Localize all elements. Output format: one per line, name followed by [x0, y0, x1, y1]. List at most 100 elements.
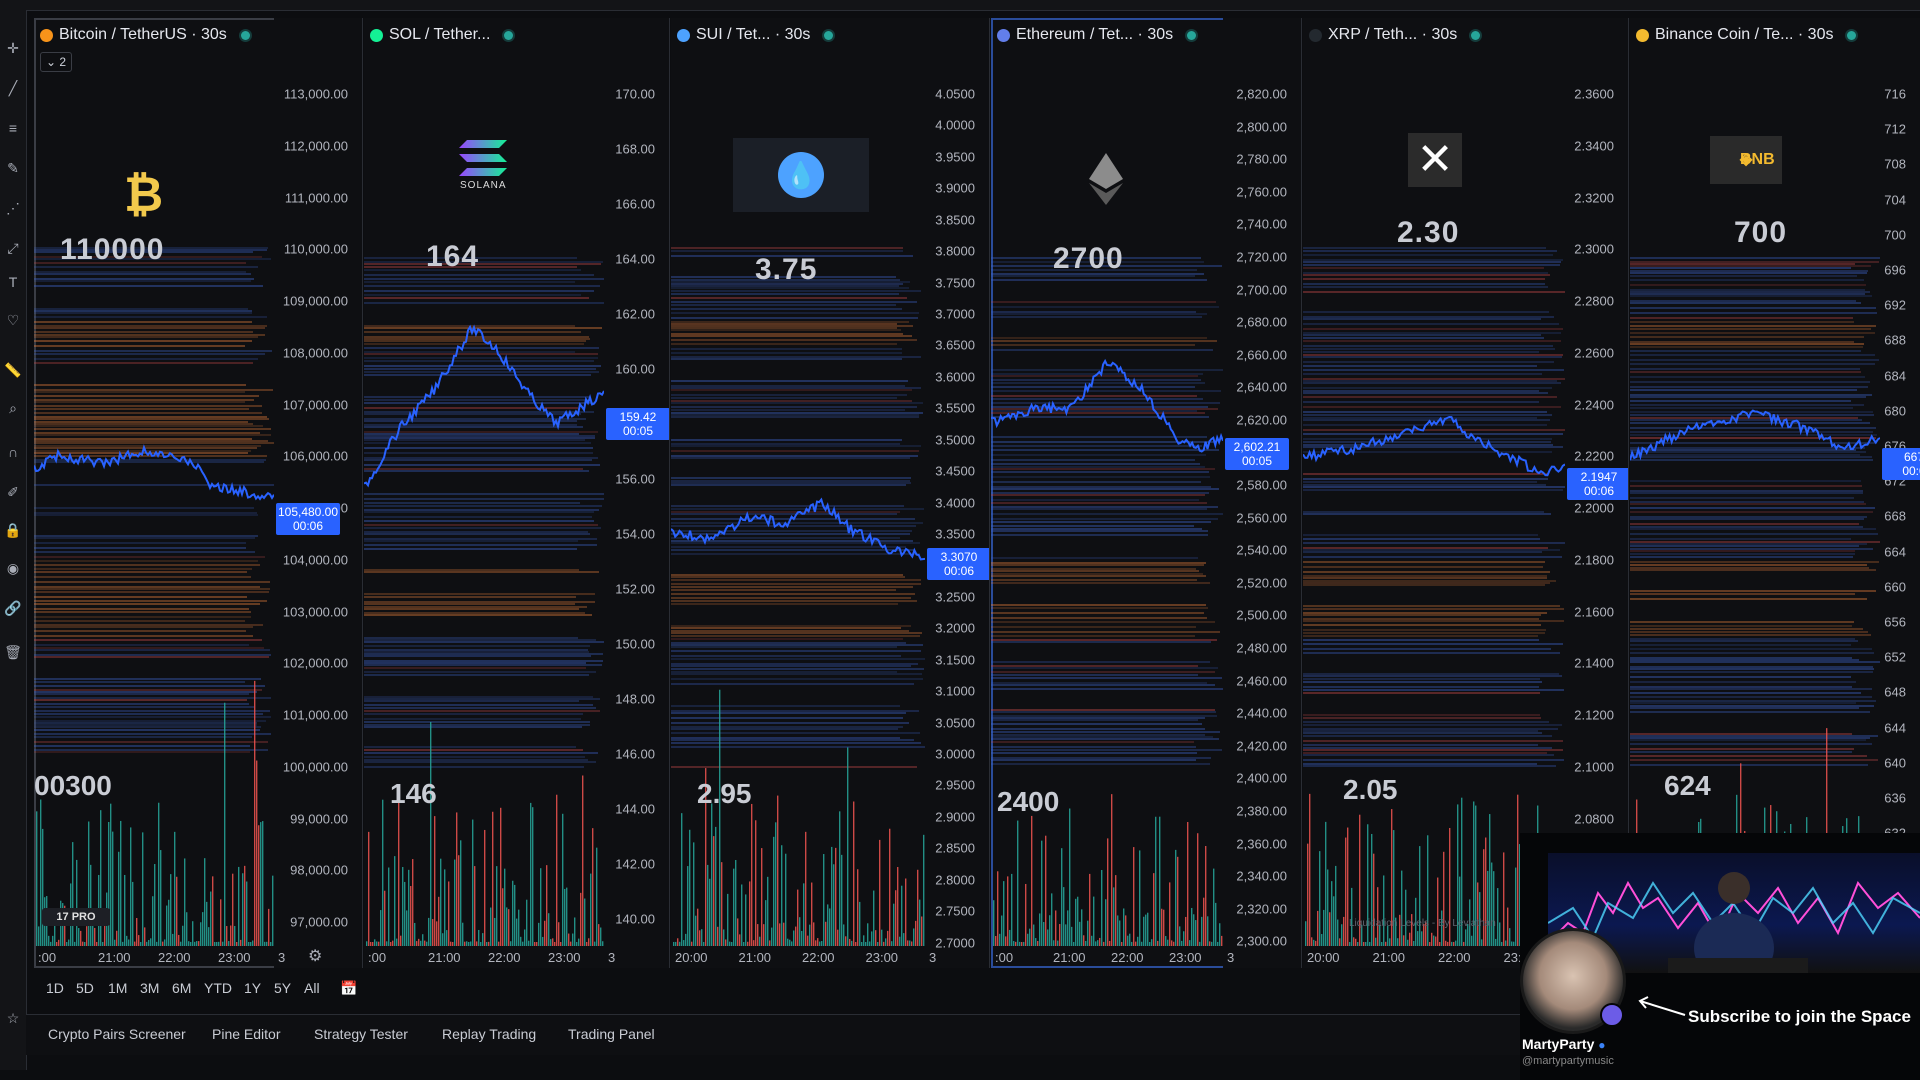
range-button-ytd[interactable]: YTD: [204, 980, 232, 996]
magnet-icon[interactable]: ∩: [7, 444, 19, 460]
calendar-icon[interactable]: 📅: [340, 980, 358, 996]
volume-bar: [234, 925, 236, 946]
price-axis-label: 648: [1884, 684, 1906, 700]
volume-bar: [1417, 931, 1419, 946]
price-axis[interactable]: 716 712 708 704 700 696 692 688 684 680 676 672 668 6…: [1880, 18, 1920, 968]
subscribe-cta[interactable]: Subscribe to join the Space: [1688, 1007, 1911, 1026]
price-axis[interactable]: 2.3600 2.3400 2.3200 2.3000 2.2800 2.2600 2.24…: [1565, 18, 1628, 968]
pane-legend[interactable]: SOL / Tether...: [370, 26, 514, 44]
lock-icon[interactable]: 🔒: [4, 522, 22, 538]
range-button-all[interactable]: All: [304, 980, 320, 996]
price-axis[interactable]: 170.00168.00166.00164.00162.00160.00158.…: [604, 18, 669, 968]
symbol-title[interactable]: SOL / Tether...: [389, 26, 491, 43]
bottom-tab-2[interactable]: Strategy Tester: [314, 1026, 408, 1042]
price-axis-label: 3.6000: [935, 369, 975, 385]
price-axis-label: 3.7000: [935, 306, 975, 322]
trendline-icon[interactable]: ╱: [8, 80, 18, 96]
pane-legend[interactable]: Ethereum / Tet... · 30s: [997, 26, 1197, 44]
chart-pane-4[interactable]: XRP / Teth... · 30sUSDT⌄2.36002.34002.32…: [1303, 18, 1629, 968]
range-button-5d[interactable]: 5D: [76, 980, 94, 996]
chart-pane-0[interactable]: Bitcoin / TetherUS · 30sUSDT⌄⌄ 2113,000.…: [34, 18, 363, 968]
volume-bar: [841, 854, 843, 946]
volume-bar: [789, 939, 791, 946]
pattern-icon[interactable]: ⋰: [6, 200, 20, 216]
bottom-tab-0[interactable]: Crypto Pairs Screener: [48, 1026, 186, 1042]
volume-bar: [685, 933, 687, 946]
range-button-5y[interactable]: 5Y: [274, 980, 292, 996]
volume-bar: [1005, 936, 1007, 946]
range-button-1y[interactable]: 1Y: [244, 980, 262, 996]
symbol-title[interactable]: XRP / Teth... · 30s: [1328, 26, 1458, 43]
price-axis-label: 2,320.00: [1236, 901, 1287, 917]
volume-bar: [1465, 929, 1467, 946]
volume-bar: [1165, 936, 1167, 946]
lock-draw-icon[interactable]: ✐: [7, 484, 19, 500]
symbol-title[interactable]: Binance Coin / Te... · 30s: [1655, 26, 1834, 43]
volume-bar: [1053, 940, 1055, 946]
price-axis-label: 640: [1884, 755, 1906, 771]
volume-bar: [1333, 896, 1335, 946]
price-axis-label: 2,500.00: [1236, 607, 1287, 623]
settings-gear-icon[interactable]: ⚙: [308, 948, 323, 965]
price-axis[interactable]: 2,820.00 2,800.00 2,780.00 2,760.00 2,740.00…: [1223, 18, 1301, 968]
heart-icon[interactable]: ♡: [6, 312, 20, 328]
volume-bar: [80, 930, 82, 946]
price-axis-label: 154.00: [615, 526, 655, 542]
pane-legend[interactable]: SUI / Tet... · 30s: [677, 26, 834, 44]
trash-icon[interactable]: 🗑: [4, 644, 22, 660]
prediction-icon[interactable]: ⤢: [7, 240, 19, 256]
brush-icon[interactable]: ✎: [7, 160, 19, 176]
volume-bar: [1477, 882, 1479, 946]
fib-icon[interactable]: ≡: [8, 120, 18, 136]
chart-pane-2[interactable]: SUI / Tet... · 30sUSDT⌄4.05004.00003.950…: [671, 18, 990, 968]
eye-icon[interactable]: ◉: [6, 560, 20, 576]
symbol-title[interactable]: SUI / Tet... · 30s: [696, 26, 811, 43]
volume-bar: [576, 941, 578, 946]
volume-bar: [402, 867, 404, 946]
arrow-left-icon: [1638, 996, 1686, 1016]
pane-legend[interactable]: Binance Coin / Te... · 30s: [1636, 26, 1857, 44]
crosshair-icon[interactable]: ✛: [7, 40, 19, 56]
bottom-tab-4[interactable]: Trading Panel: [568, 1026, 655, 1042]
time-axis-label: :00: [995, 950, 1014, 965]
volume-bar: [1463, 941, 1465, 946]
last-price-value: 105,480.00: [277, 505, 339, 519]
price-axis-label: 109,000.00: [282, 293, 348, 309]
volume-bar: [260, 822, 262, 946]
range-button-1m[interactable]: 1M: [108, 980, 128, 996]
link-icon[interactable]: 🔗: [4, 600, 22, 616]
star-icon[interactable]: ☆: [6, 1010, 20, 1026]
volume-bar: [444, 869, 446, 946]
range-button-3m[interactable]: 3M: [140, 980, 160, 996]
bottom-tab-1[interactable]: Pine Editor: [212, 1026, 281, 1042]
chart-pane-3[interactable]: Ethereum / Tet... · 30sUSDT⌄2,820.002,80…: [991, 18, 1302, 968]
bottom-tab-3[interactable]: Replay Trading: [442, 1026, 537, 1042]
market-open-icon: [824, 30, 834, 40]
price-axis[interactable]: 4.0500 4.0000 3.9500 3.9000 3.8500 3.8000 3.75…: [925, 18, 989, 968]
volume-bar: [699, 930, 701, 946]
volume-bar: [458, 855, 460, 946]
text-icon[interactable]: T: [8, 274, 18, 290]
volume-bar: [823, 854, 825, 946]
volume-bar: [204, 858, 206, 946]
pane-legend[interactable]: Bitcoin / TetherUS · 30s: [40, 26, 250, 44]
level-label-low: 146: [390, 778, 437, 809]
volume-bar: [1519, 844, 1521, 946]
collapse-indicators-button[interactable]: ⌄ 2: [40, 52, 72, 72]
ruler-icon[interactable]: 📏: [4, 362, 22, 378]
volume-bar: [803, 883, 805, 946]
volume-bar: [1357, 941, 1359, 946]
symbol-title[interactable]: Ethereum / Tet... · 30s: [1016, 26, 1174, 43]
volume-bar: [416, 941, 418, 946]
bar-countdown: 00:06: [1583, 484, 1615, 498]
price-axis[interactable]: 113,000.00 112,000.00 111,000.00 110,000.00…: [274, 18, 362, 968]
chart-pane-5[interactable]: Binance Coin / Te... · 30sUSD⌄7167127087…: [1630, 18, 1920, 968]
symbol-title[interactable]: Bitcoin / TetherUS · 30s: [59, 26, 227, 43]
volume-bar: [252, 940, 254, 946]
pane-legend[interactable]: XRP / Teth... · 30s: [1309, 26, 1481, 44]
chart-pane-1[interactable]: SOL / Tether...USDT⌄170.00168.00166.0016…: [364, 18, 670, 968]
range-button-1d[interactable]: 1D: [46, 980, 64, 996]
zoom-icon[interactable]: ⌕: [9, 400, 17, 416]
volume-bar: [222, 941, 224, 946]
range-button-6m[interactable]: 6M: [172, 980, 192, 996]
